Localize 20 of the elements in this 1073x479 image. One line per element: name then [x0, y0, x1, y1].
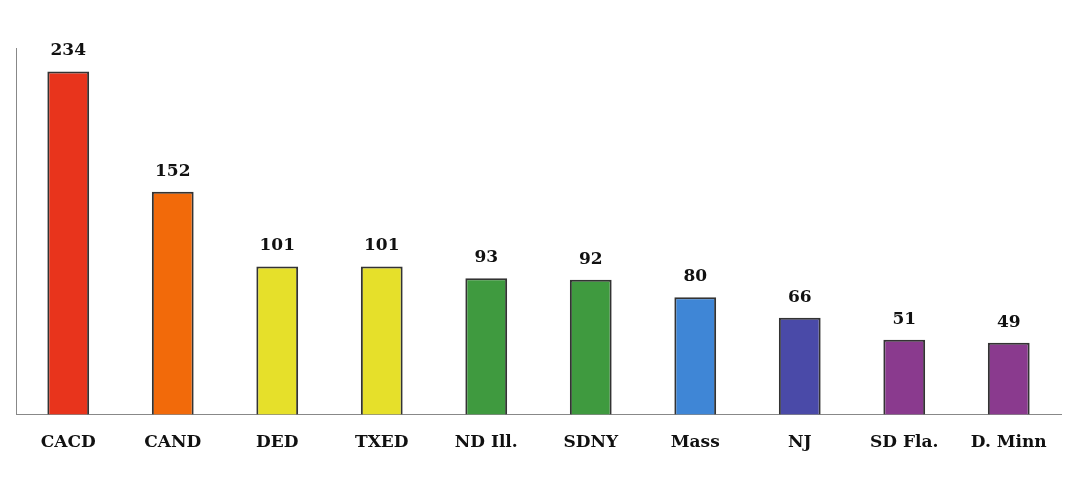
x-tick-label: CAND [144, 431, 202, 452]
x-tick-label: D. Minn [970, 431, 1047, 452]
data-label: 51 [892, 307, 917, 328]
x-tick-label: SD Fla. [870, 431, 939, 452]
x-tick-label: ND Ill. [454, 431, 518, 452]
x-tick-label: SDNY [563, 431, 619, 452]
x-tick-label: DED [256, 431, 299, 452]
data-label: 80 [683, 265, 708, 286]
data-label: 152 [155, 159, 191, 180]
data-label: 92 [578, 247, 603, 268]
x-tick-label: Mass [670, 431, 720, 452]
data-label: 93 [474, 246, 499, 267]
data-label: 234 [50, 39, 87, 60]
data-label: 101 [364, 234, 400, 255]
data-label: 101 [259, 234, 295, 255]
data-label: 66 [787, 285, 812, 306]
x-tick-label: NJ [787, 431, 812, 452]
x-tick-label: TXED [354, 431, 409, 452]
x-tick-label: CACD [40, 431, 96, 452]
data-label: 49 [996, 310, 1021, 331]
